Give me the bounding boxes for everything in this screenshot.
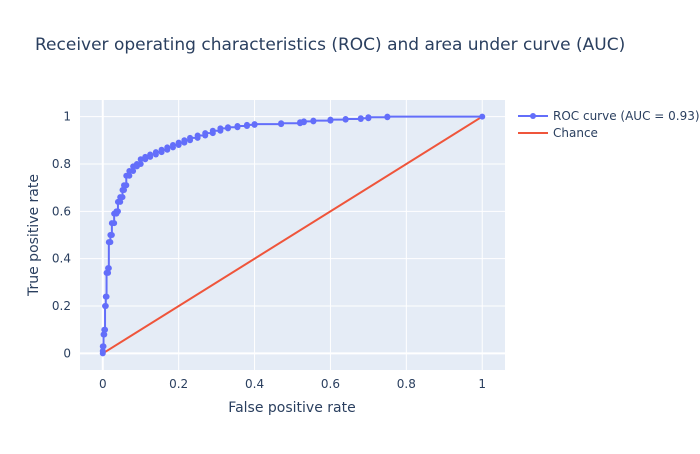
roc-point <box>105 269 112 276</box>
y-tick-label: 0 <box>63 346 71 360</box>
series-line-chance <box>102 115 483 355</box>
y-tick-label: 0.6 <box>52 204 71 218</box>
series-layer <box>99 113 486 357</box>
x-tick-label: 0.2 <box>169 377 188 391</box>
roc-point <box>310 117 317 124</box>
x-tick-label: 0 <box>99 377 107 391</box>
roc-point <box>99 348 106 355</box>
roc-point <box>224 124 231 131</box>
roc-point <box>194 132 201 139</box>
roc-point <box>105 265 112 272</box>
roc-point <box>384 113 391 120</box>
roc-point <box>137 160 144 167</box>
y-tick-label: 1 <box>63 110 71 124</box>
y-axis-ticks: 0 0.2 0.4 0.6 0.8 1 <box>52 110 71 361</box>
roc-point <box>158 146 165 153</box>
roc-point <box>175 139 182 146</box>
roc-point <box>187 134 194 141</box>
zero-lines <box>80 100 505 370</box>
x-tick-label: 0.8 <box>397 377 416 391</box>
legend-item[interactable]: Chance <box>518 126 598 140</box>
chart-title: Receiver operating characteristics (ROC)… <box>35 35 625 55</box>
x-axis-label: False positive rate <box>228 400 355 416</box>
legend-swatch-marker <box>530 113 536 119</box>
roc-point <box>126 172 133 179</box>
roc-point <box>251 121 258 128</box>
roc-point <box>142 153 149 160</box>
roc-point <box>327 116 334 123</box>
roc-point <box>101 331 108 338</box>
roc-point <box>300 118 307 125</box>
legend-item[interactable]: ROC curve (AUC = 0.93) <box>518 109 700 123</box>
roc-point <box>181 137 188 144</box>
roc-point <box>217 125 224 132</box>
roc-point <box>169 142 176 148</box>
roc-point <box>103 293 110 300</box>
x-tick-label: 0.4 <box>245 377 264 391</box>
roc-point <box>123 182 130 189</box>
roc-point <box>209 127 216 134</box>
y-tick-label: 0.2 <box>52 299 71 313</box>
legend-label: ROC curve (AUC = 0.93) <box>553 109 700 123</box>
roc-point <box>100 343 107 350</box>
roc-point <box>121 187 128 193</box>
roc-point <box>102 303 109 310</box>
legend[interactable]: ROC curve (AUC = 0.93) Chance <box>518 109 700 140</box>
roc-point <box>119 194 126 201</box>
roc-point <box>137 156 144 163</box>
roc-point <box>342 115 349 122</box>
roc-point <box>234 123 241 130</box>
roc-point <box>102 326 109 333</box>
roc-point <box>107 239 114 246</box>
roc-point <box>164 144 171 151</box>
y-axis-label: True positive rate <box>26 174 42 297</box>
roc-point <box>108 232 115 238</box>
roc-point <box>111 220 118 227</box>
x-axis-ticks: 0 0.2 0.4 0.6 0.8 1 <box>99 377 486 391</box>
roc-point <box>357 115 364 122</box>
roc-point <box>152 149 159 156</box>
roc-point <box>117 198 124 205</box>
legend-label: Chance <box>553 126 598 140</box>
roc-point <box>479 113 486 120</box>
x-tick-label: 1 <box>478 377 486 391</box>
roc-point <box>147 151 154 158</box>
x-tick-label: 0.6 <box>321 377 340 391</box>
roc-point <box>114 208 121 215</box>
roc-point <box>202 130 209 137</box>
roc-point <box>365 114 372 121</box>
y-tick-label: 0.8 <box>52 157 71 171</box>
roc-point <box>243 121 250 128</box>
roc-point <box>130 168 137 175</box>
roc-point <box>278 120 285 127</box>
y-tick-label: 0.4 <box>52 252 71 266</box>
